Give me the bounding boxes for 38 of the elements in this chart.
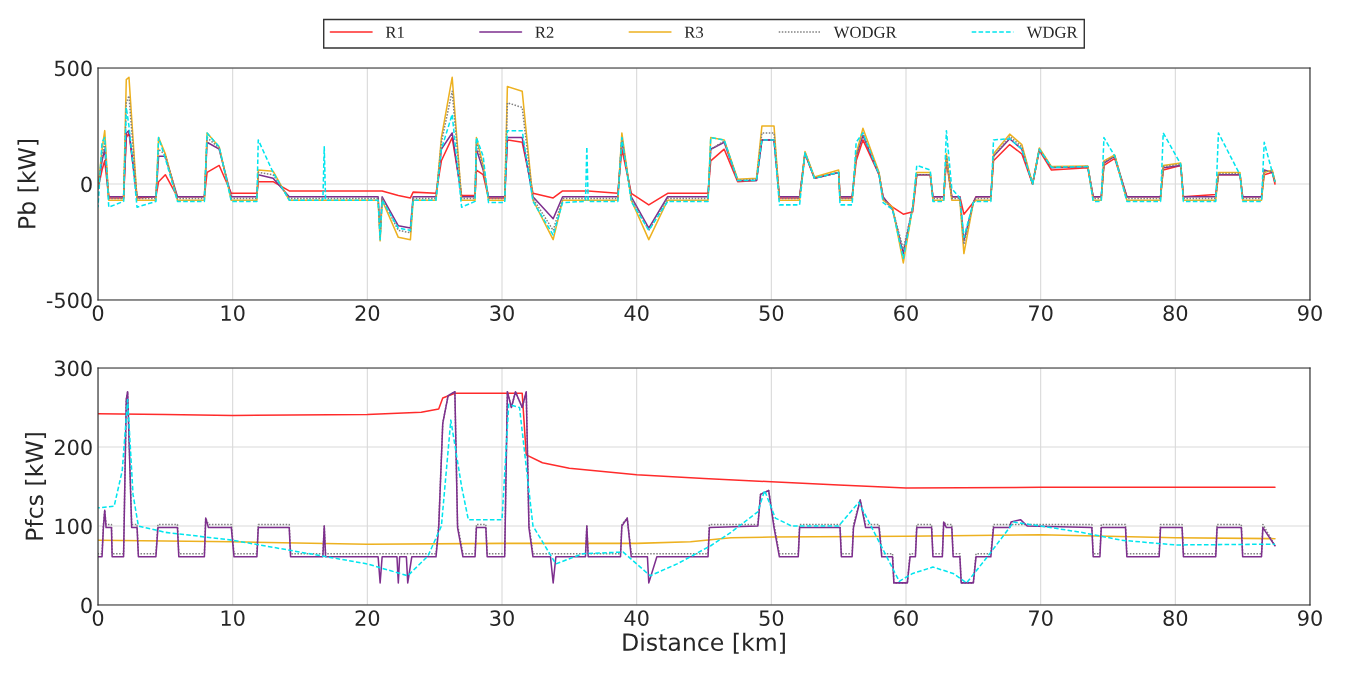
line-series bbox=[98, 392, 1276, 489]
x-tick-label: 40 bbox=[624, 610, 649, 626]
x-tick-label: 90 bbox=[1298, 610, 1322, 626]
x-tick-label: 80 bbox=[1163, 610, 1188, 626]
x-tick-label: 50 bbox=[759, 610, 784, 626]
x-tick-label: 0 bbox=[92, 610, 104, 626]
y-tick-label: 200 bbox=[54, 439, 92, 456]
x-tick-label: 60 bbox=[894, 610, 918, 626]
x-tick-label: 0 bbox=[92, 305, 104, 321]
x-tick-label: 30 bbox=[490, 305, 514, 321]
x-tick-label: 40 bbox=[624, 305, 649, 321]
x-tick-label: 10 bbox=[221, 305, 245, 321]
y-axis-title: Pb [kW] bbox=[17, 139, 39, 228]
x-tick-label: 10 bbox=[221, 610, 245, 626]
x-tick-label: 20 bbox=[355, 610, 380, 626]
y-tick-label: -500 bbox=[46, 292, 92, 309]
y-tick-label: 500 bbox=[54, 60, 92, 77]
legend-label: R1 bbox=[385, 26, 404, 38]
x-tick-label: 80 bbox=[1163, 305, 1188, 321]
y-tick-label: 0 bbox=[81, 176, 92, 193]
x-tick-label: 70 bbox=[1029, 305, 1053, 321]
x-tick-label: 50 bbox=[759, 305, 784, 321]
legend-label: R2 bbox=[535, 26, 554, 38]
line-series bbox=[98, 106, 1276, 260]
x-tick-label: 30 bbox=[490, 610, 514, 626]
x-axis-title: Distance [km] bbox=[623, 632, 785, 654]
legend-label: R3 bbox=[684, 26, 704, 38]
line-series bbox=[98, 533, 1276, 545]
y-tick-label: 0 bbox=[81, 597, 92, 614]
legend-label: WDGR bbox=[1026, 26, 1078, 39]
y-tick-label: 100 bbox=[55, 518, 92, 535]
legend-label: WODGR bbox=[833, 26, 897, 39]
y-tick-label: 300 bbox=[54, 360, 92, 377]
y-axis-title: Pfcs [kW] bbox=[24, 433, 47, 540]
x-tick-label: 70 bbox=[1029, 610, 1053, 626]
x-tick-label: 20 bbox=[355, 305, 380, 321]
x-tick-label: 60 bbox=[894, 305, 918, 321]
x-tick-label: 90 bbox=[1298, 305, 1322, 321]
